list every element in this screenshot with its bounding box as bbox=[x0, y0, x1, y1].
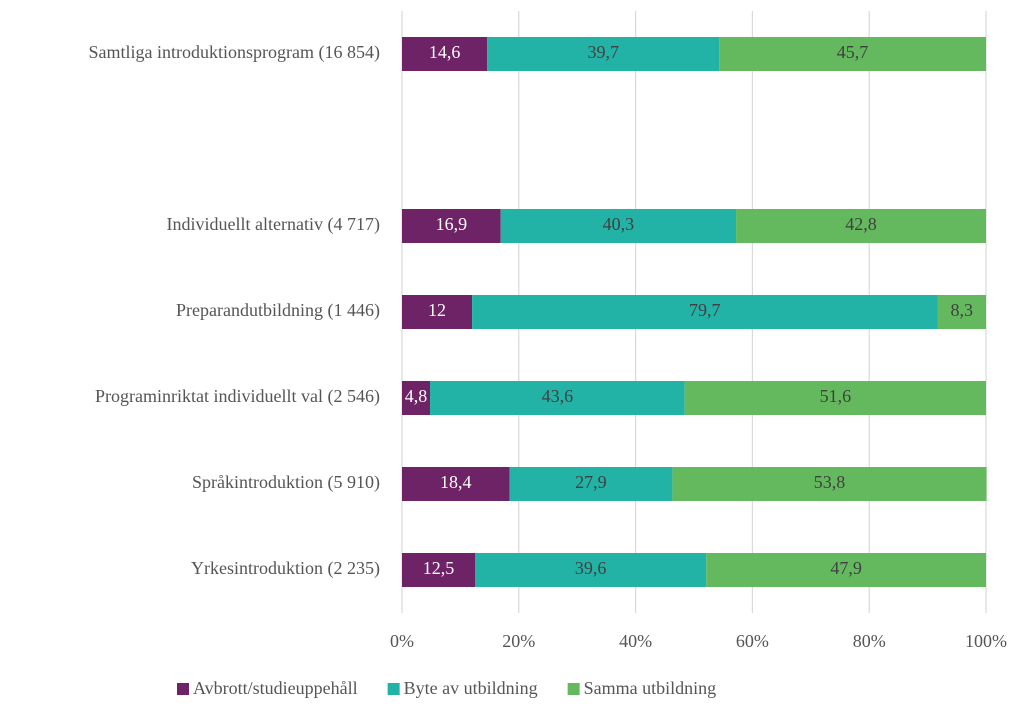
bar-segment bbox=[402, 209, 501, 243]
bar-segment bbox=[402, 37, 488, 71]
data-label: 8,3 bbox=[951, 300, 974, 320]
y-tick-label: Språkintroduktion (5 910) bbox=[192, 472, 380, 493]
bar-segment bbox=[937, 295, 986, 329]
data-label: 12 bbox=[428, 300, 446, 320]
data-label: 16,9 bbox=[436, 214, 468, 234]
bar-segment bbox=[430, 381, 685, 415]
data-label: 51,6 bbox=[820, 386, 852, 406]
bar-segment bbox=[706, 553, 986, 587]
bar-segment bbox=[402, 381, 431, 415]
legend-label: Byte av utbildning bbox=[404, 678, 538, 698]
x-tick-label: 40% bbox=[619, 631, 652, 651]
x-tick-label: 100% bbox=[965, 631, 1007, 651]
data-label: 14,6 bbox=[429, 42, 461, 62]
y-tick-label: Yrkesintroduktion (2 235) bbox=[191, 558, 380, 579]
data-label: 18,4 bbox=[440, 472, 472, 492]
bar-segment bbox=[719, 37, 986, 71]
bar-segment bbox=[509, 467, 673, 501]
data-label: 79,7 bbox=[689, 300, 721, 320]
bar-segment bbox=[672, 467, 987, 501]
bar-segment bbox=[402, 553, 475, 587]
data-label: 53,8 bbox=[814, 472, 846, 492]
bar-segment bbox=[500, 209, 737, 243]
legend-swatch bbox=[177, 683, 189, 695]
x-tick-label: 0% bbox=[390, 631, 414, 651]
y-tick-label: Programinriktat individuellt val (2 546) bbox=[95, 386, 380, 407]
bar-segment bbox=[472, 295, 938, 329]
bar-segment bbox=[487, 37, 720, 71]
data-label: 42,8 bbox=[845, 214, 877, 234]
bar-segment bbox=[402, 295, 473, 329]
y-tick-label: Preparandutbildning (1 446) bbox=[176, 300, 380, 321]
legend-label: Samma utbildning bbox=[584, 678, 717, 698]
data-label: 12,5 bbox=[423, 558, 455, 578]
data-label: 45,7 bbox=[837, 42, 869, 62]
data-label: 27,9 bbox=[575, 472, 607, 492]
data-label: 39,6 bbox=[575, 558, 607, 578]
y-tick-label: Samtliga introduktionsprogram (16 854) bbox=[89, 42, 380, 63]
data-label: 4,8 bbox=[405, 386, 428, 406]
x-tick-label: 20% bbox=[502, 631, 535, 651]
data-label: 40,3 bbox=[603, 214, 635, 234]
legend-label: Avbrott/studieuppehåll bbox=[193, 678, 358, 698]
legend-swatch bbox=[567, 683, 580, 695]
bar-segment bbox=[475, 553, 707, 587]
x-tick-label: 60% bbox=[736, 631, 769, 651]
x-tick-label: 80% bbox=[853, 631, 886, 651]
bar-segment bbox=[684, 381, 986, 415]
data-label: 47,9 bbox=[830, 558, 862, 578]
bar-segment bbox=[402, 467, 510, 501]
bar-segment bbox=[736, 209, 986, 243]
legend-swatch bbox=[387, 683, 400, 695]
data-label: 43,6 bbox=[542, 386, 574, 406]
y-tick-label: Individuellt alternativ (4 717) bbox=[167, 214, 380, 235]
data-label: 39,7 bbox=[587, 42, 619, 62]
